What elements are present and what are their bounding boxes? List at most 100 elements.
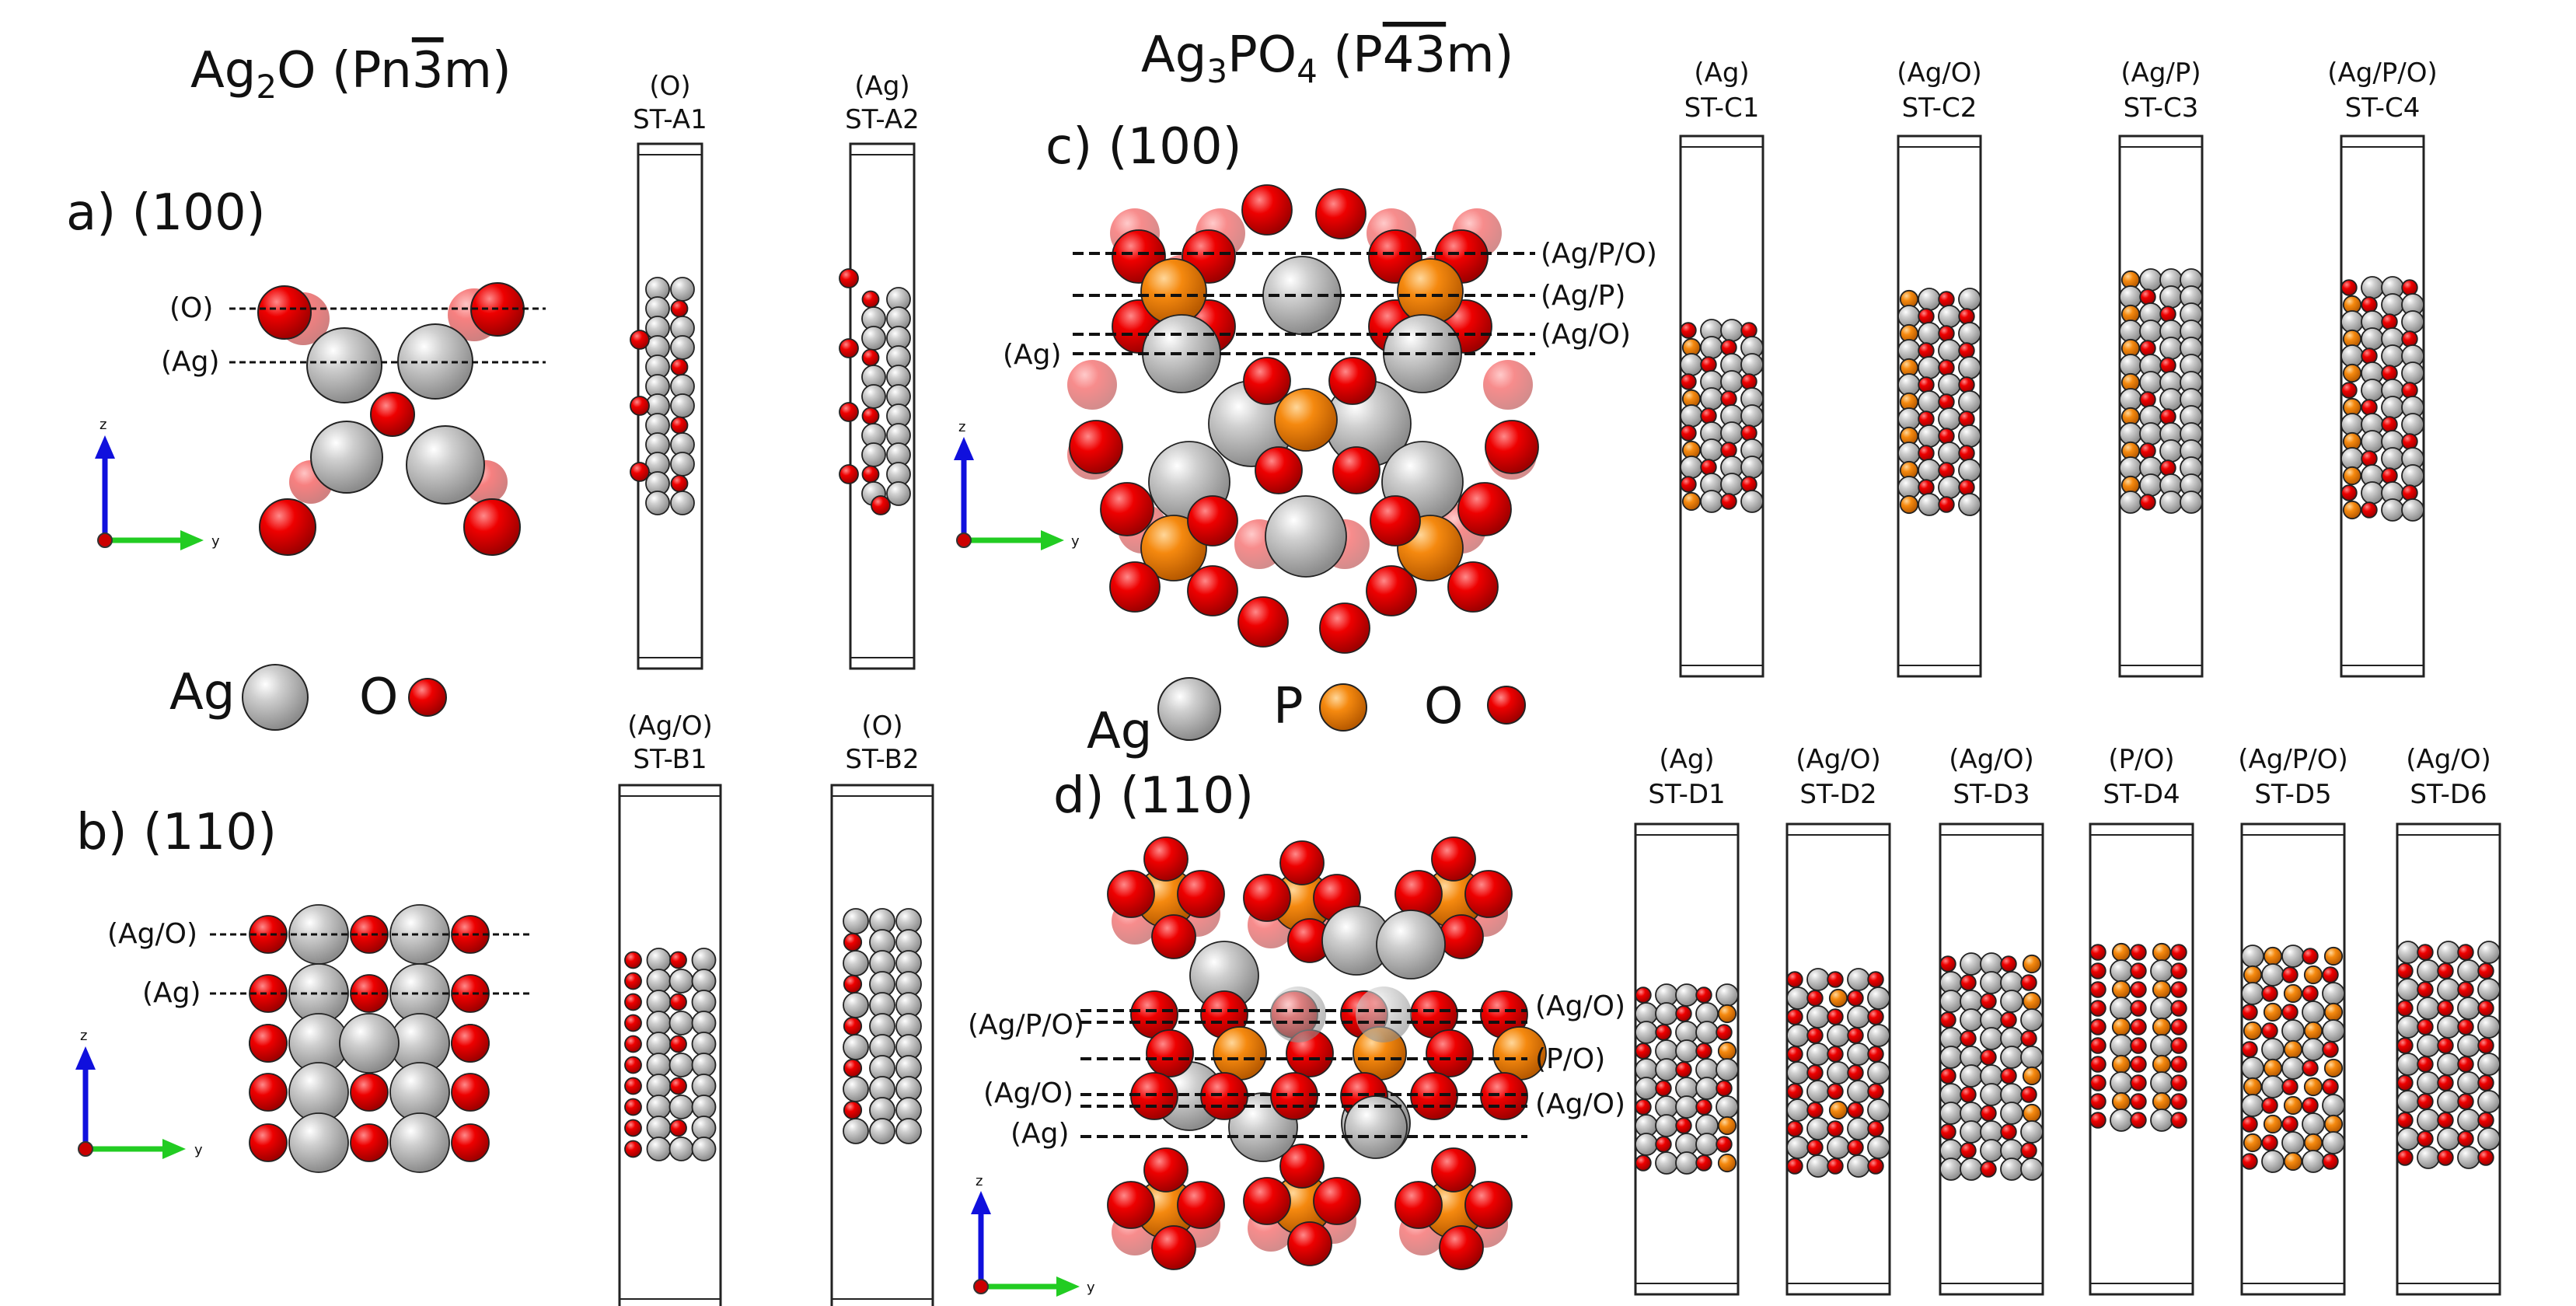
o-atom	[1938, 291, 1955, 308]
ag-atom	[1806, 1117, 1830, 1140]
o-atom	[2170, 1000, 2187, 1017]
slab-st-d3-label: ST-D3	[1953, 779, 2030, 810]
ag-atom	[1938, 339, 1961, 362]
o-atom	[1319, 602, 1370, 654]
ag-atom	[2457, 1109, 2480, 1132]
ag-atom	[668, 1095, 694, 1119]
o-atom	[2241, 1004, 2258, 1021]
o-atom	[2170, 1018, 2187, 1035]
p-atom	[2283, 1095, 2303, 1116]
slab-st-c4-termination: (Ag/P/O)	[2327, 58, 2438, 89]
o-atom	[2396, 1037, 2414, 1054]
ag-atom	[691, 948, 717, 973]
ag-atom	[1827, 1136, 1850, 1159]
legend-ag-sphere-2	[1157, 677, 1221, 741]
o-atom	[2322, 1078, 2339, 1095]
o-atom	[839, 464, 859, 484]
slab-st-c3-termination: (Ag/P)	[2120, 58, 2201, 89]
ag-atom	[1700, 336, 1723, 359]
ag2o-slab-columns: (O)ST-A1(Ag)ST-A2(Ag/O)ST-B1(O)ST-B2	[618, 71, 934, 1306]
o-atom	[1695, 1154, 1712, 1172]
ag-atom	[2401, 361, 2424, 385]
ag-atom	[1918, 288, 1941, 311]
p-atom	[2022, 1066, 2042, 1086]
o-atom	[2396, 962, 2414, 980]
p-atom	[2111, 980, 2131, 1000]
ag-atom	[2261, 963, 2285, 986]
o-atom	[1938, 462, 1955, 479]
ag-atom	[1958, 322, 1981, 345]
ag-atom	[2302, 1038, 2325, 1061]
ag-atom	[2361, 430, 2384, 453]
o-atom	[1700, 407, 1717, 424]
o-atom	[2000, 1011, 2017, 1028]
o-atom	[2159, 459, 2176, 477]
o-atom	[2401, 279, 2418, 296]
o-atom	[1867, 971, 1884, 988]
o-atom	[2000, 1123, 2017, 1140]
o-atom	[1143, 1147, 1189, 1193]
ag-atom	[389, 904, 450, 965]
ag-atom	[1786, 1024, 1810, 1047]
o-atom	[1827, 971, 1844, 988]
ag-atom	[2119, 285, 2142, 309]
svg-text:y: y	[1071, 533, 1080, 550]
p-atom	[2243, 965, 2263, 985]
ag-atom	[1716, 983, 1739, 1007]
ag-atom	[2417, 1146, 2440, 1169]
o-atom	[669, 1035, 687, 1053]
ag-atom	[1675, 1151, 1698, 1175]
legend-ag2o-o-label: O	[359, 669, 398, 726]
o-atom	[1313, 1177, 1361, 1225]
ag-atom	[646, 1074, 672, 1098]
ag-atom	[1740, 353, 1764, 376]
o-atom	[1100, 482, 1154, 536]
ag-atom	[2281, 1019, 2305, 1042]
ag-atom	[2401, 310, 2424, 333]
ag-atom	[1806, 968, 1830, 991]
ag-atom	[2340, 344, 2364, 368]
ag-atom	[1980, 1139, 2003, 1162]
o-atom	[2020, 974, 2037, 991]
ag-atom	[2159, 388, 2183, 411]
slab-st-a2-termination: (Ag)	[854, 71, 909, 102]
ag-atom	[691, 969, 717, 993]
o-atom	[2130, 1000, 2147, 1017]
o-atom	[1635, 1098, 1652, 1116]
o-atom	[2396, 1149, 2414, 1166]
o-atom	[1960, 1030, 1977, 1047]
o-atom	[1328, 357, 1377, 405]
o-atom	[2477, 962, 2494, 980]
o-atom	[1827, 1158, 1844, 1175]
ag-atom	[2477, 1127, 2501, 1151]
svg-text:y: y	[194, 1142, 203, 1158]
ag-atom	[1960, 1008, 1983, 1032]
ag-atom	[1700, 438, 1723, 462]
p-atom	[2263, 1002, 2283, 1022]
o-atom	[1827, 1120, 1844, 1137]
ag-atom	[1847, 1154, 1870, 1178]
ag-atom	[843, 1076, 869, 1102]
svg-text:y: y	[1087, 1280, 1095, 1296]
layer-d-ago-top: (Ag/O)	[1535, 990, 1625, 1022]
o-atom	[843, 1016, 863, 1036]
o-atom	[839, 338, 859, 358]
o-atom	[1786, 1120, 1803, 1137]
svg-text:z: z	[958, 419, 965, 435]
ag-atom	[2340, 447, 2364, 470]
ag-atom	[2150, 1071, 2173, 1095]
p-atom	[2303, 1021, 2323, 1041]
o-atom	[1177, 1181, 1225, 1229]
ag-atom	[2322, 1019, 2345, 1042]
svg-text:z: z	[80, 1028, 87, 1044]
p-atom	[2022, 1103, 2042, 1123]
o-atom	[2170, 962, 2187, 980]
ag-atom	[2119, 422, 2142, 445]
o-atom	[669, 993, 687, 1011]
o-atom	[1918, 308, 1935, 325]
o-atom	[2457, 1056, 2474, 1073]
ag-atom	[691, 1074, 717, 1098]
o-atom	[1980, 1049, 1997, 1066]
ag-atom	[2119, 354, 2142, 377]
ag-atom	[2396, 1015, 2420, 1039]
